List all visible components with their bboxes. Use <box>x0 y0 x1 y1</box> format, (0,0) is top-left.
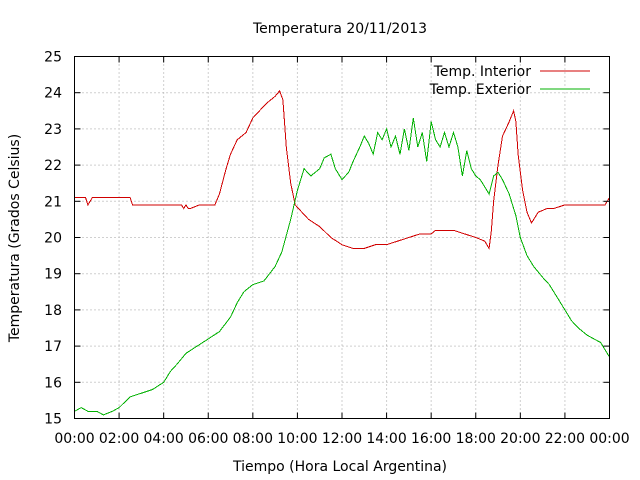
x-tick-label: 02:00 <box>99 431 139 447</box>
chart-title: Temperatura 20/11/2013 <box>252 21 427 37</box>
x-tick-label: 00:00 <box>54 431 94 447</box>
legend-label-exterior: Temp. Exterior <box>429 82 532 98</box>
x-tick-label: 14:00 <box>366 431 406 447</box>
series-line-exterior <box>74 117 610 416</box>
x-tick-label: 22:00 <box>545 431 585 447</box>
y-tick-label: 21 <box>44 194 62 210</box>
y-tick-label: 22 <box>44 158 62 174</box>
legend: Temp. Interior Temp. Exterior <box>429 64 590 98</box>
y-tick-label: 20 <box>44 231 62 247</box>
x-tick-label: 12:00 <box>322 431 362 447</box>
x-tick-label: 08:00 <box>233 431 273 447</box>
y-axis-label: Temperatura (Grados Celsius) <box>7 134 23 343</box>
y-tick-label: 24 <box>44 86 62 102</box>
x-axis-label: Tiempo (Hora Local Argentina) <box>232 459 447 475</box>
y-tick-label: 23 <box>44 122 62 138</box>
x-tick-label: 00:00 <box>589 431 629 447</box>
y-tick-label: 15 <box>44 412 62 428</box>
axis-ticks <box>74 56 610 419</box>
x-tick-label: 20:00 <box>500 431 540 447</box>
x-tick-label: 16:00 <box>411 431 451 447</box>
grid-lines <box>74 56 610 419</box>
x-tick-label: 04:00 <box>143 431 183 447</box>
legend-label-interior: Temp. Interior <box>433 64 532 80</box>
series-layer <box>74 89 610 416</box>
x-axis-tick-labels: 00:00 02:00 04:00 06:00 08:00 10:00 12:00 14:00… <box>54 431 629 447</box>
y-tick-label: 18 <box>44 303 62 319</box>
y-axis-tick-labels: 15 16 17 18 19 20 21 22 23 24 25 <box>44 50 62 428</box>
y-tick-label: 16 <box>44 375 62 391</box>
x-tick-label: 06:00 <box>188 431 228 447</box>
x-tick-label: 18:00 <box>456 431 496 447</box>
y-tick-label: 19 <box>44 267 62 283</box>
x-tick-label: 10:00 <box>277 431 317 447</box>
y-tick-label: 25 <box>44 50 62 66</box>
y-tick-label: 17 <box>44 339 62 355</box>
series-line-interior <box>74 89 610 250</box>
